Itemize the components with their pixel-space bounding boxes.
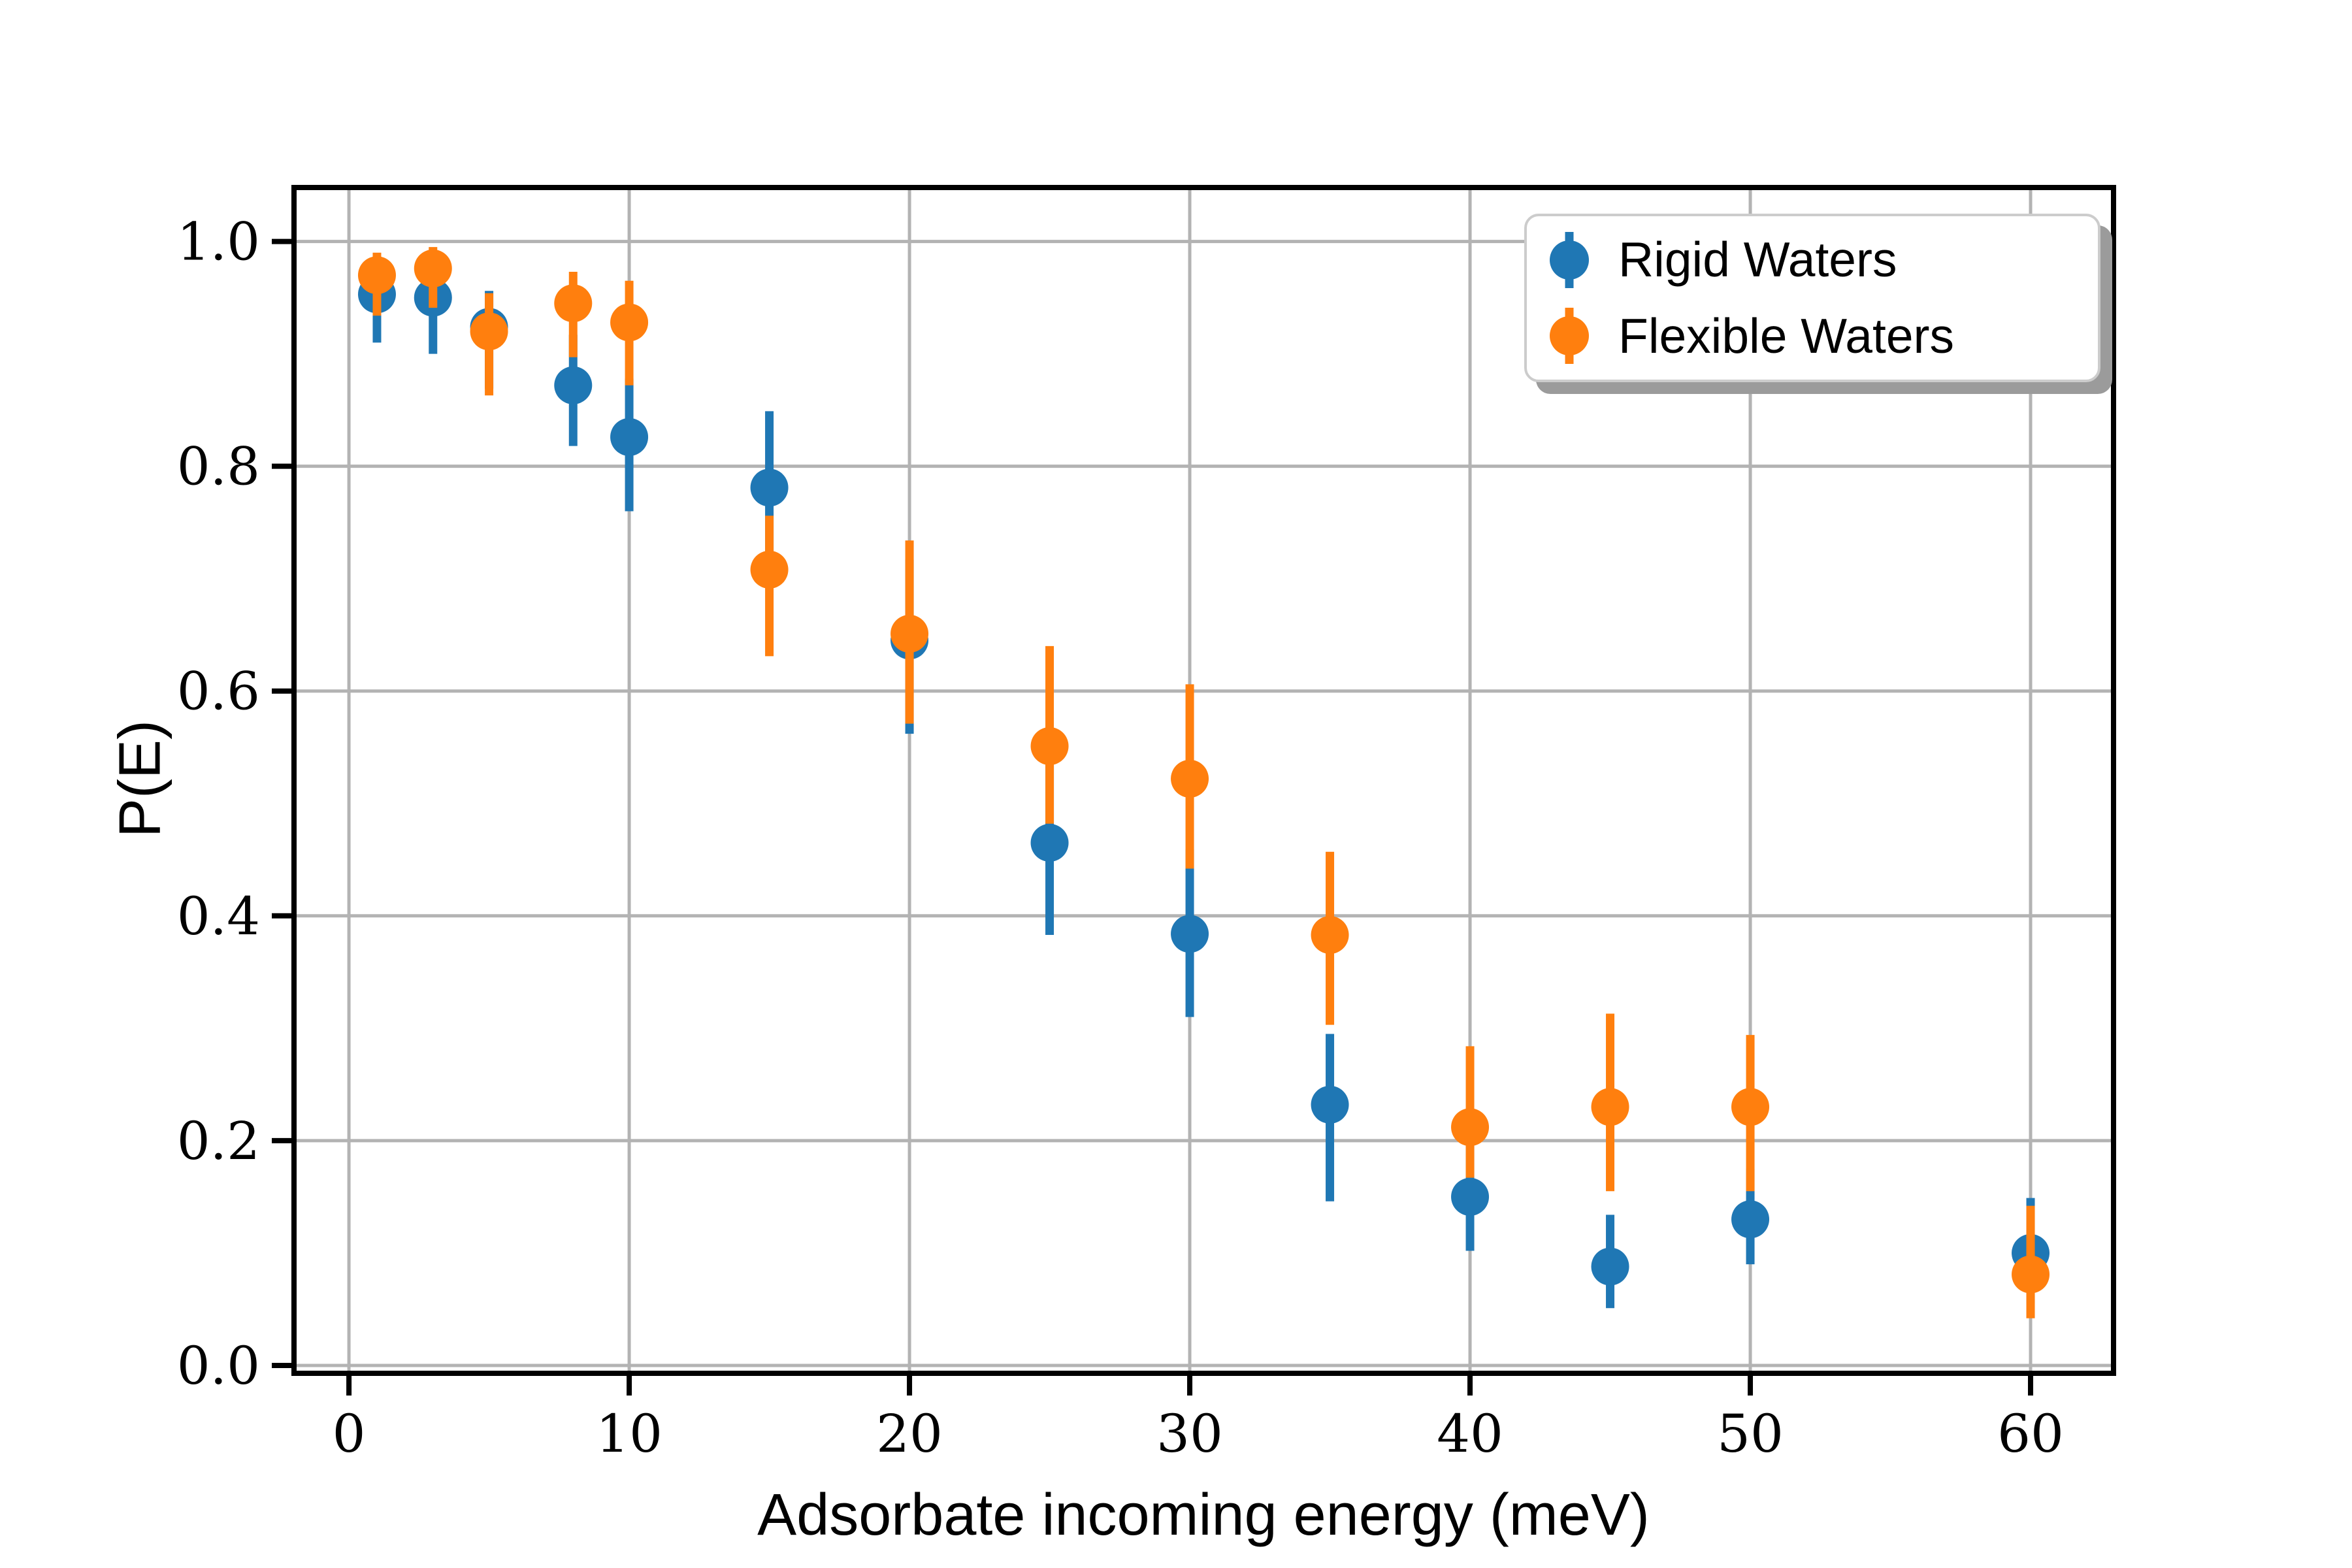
y-tick-label-1.0: 1.0 bbox=[177, 212, 260, 272]
marker-flexible-waters-15 bbox=[750, 550, 789, 589]
legend-label-rigid: Rigid Waters bbox=[1618, 232, 1897, 287]
x-axis-label: Adsorbate incoming energy (meV) bbox=[757, 1482, 1650, 1548]
x-tick-label-50: 50 bbox=[1717, 1403, 1784, 1464]
marker-rigid-waters-40 bbox=[1451, 1177, 1490, 1216]
legend-label-flexible: Flexible Waters bbox=[1618, 308, 1955, 363]
x-tick-label-20: 20 bbox=[876, 1403, 943, 1464]
marker-rigid-waters-10 bbox=[610, 417, 649, 456]
marker-rigid-waters-15 bbox=[750, 468, 789, 507]
x-tick-label-10: 10 bbox=[596, 1403, 662, 1464]
legend: Rigid Waters Flexible Waters bbox=[1524, 214, 2100, 382]
legend-item-flexible: Flexible Waters bbox=[1546, 299, 2098, 372]
marker-rigid-waters-25 bbox=[1030, 823, 1069, 862]
marker-flexible-waters-25 bbox=[1030, 727, 1069, 766]
marker-flexible-waters-20 bbox=[890, 614, 929, 653]
marker-rigid-waters-45 bbox=[1591, 1247, 1629, 1286]
marker-rigid-waters-8 bbox=[554, 366, 593, 404]
x-tick-label-40: 40 bbox=[1437, 1403, 1503, 1464]
legend-item-rigid: Rigid Waters bbox=[1546, 223, 2098, 297]
y-tick-label-0.8: 0.8 bbox=[177, 436, 260, 497]
marker-flexible-waters-10 bbox=[610, 303, 649, 342]
marker-flexible-waters-60 bbox=[2012, 1255, 2050, 1294]
marker-flexible-waters-35 bbox=[1311, 916, 1349, 955]
marker-rigid-waters-30 bbox=[1171, 915, 1209, 953]
y-tick-label-0.6: 0.6 bbox=[177, 661, 260, 722]
x-tick-label-30: 30 bbox=[1156, 1403, 1223, 1464]
marker-flexible-waters-40 bbox=[1451, 1108, 1490, 1147]
marker-flexible-waters-3 bbox=[414, 249, 452, 287]
marker-flexible-waters-50 bbox=[1731, 1088, 1770, 1126]
x-tick-label-60: 60 bbox=[1997, 1403, 2064, 1464]
x-tick-label-0: 0 bbox=[333, 1403, 366, 1464]
marker-rigid-waters-35 bbox=[1311, 1085, 1349, 1124]
marker-flexible-waters-30 bbox=[1171, 759, 1209, 798]
marker-flexible-waters-1 bbox=[357, 256, 396, 295]
marker-rigid-waters-50 bbox=[1731, 1200, 1770, 1239]
marker-flexible-waters-8 bbox=[554, 284, 593, 323]
axes-spines bbox=[291, 185, 2116, 1376]
marker-flexible-waters-45 bbox=[1591, 1088, 1629, 1126]
flexible-errorbar-icon bbox=[1550, 308, 1589, 365]
y-tick-label-0.4: 0.4 bbox=[177, 886, 260, 947]
rigid-errorbar-icon bbox=[1550, 231, 1589, 288]
y-tick-label-0.0: 0.0 bbox=[177, 1335, 260, 1396]
y-axis-label: P(E) bbox=[107, 720, 173, 838]
y-tick-label-0.2: 0.2 bbox=[177, 1111, 260, 1171]
marker-flexible-waters-5 bbox=[470, 312, 508, 351]
